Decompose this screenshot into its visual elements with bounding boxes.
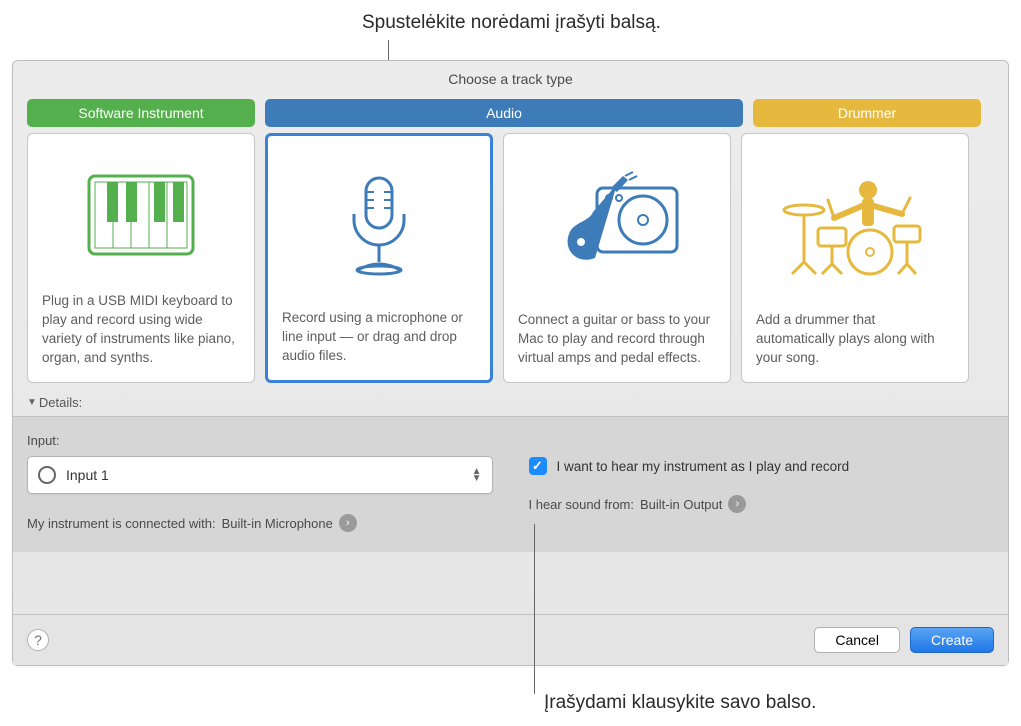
details-panel: Input: Input 1 ▲▼ My instrument is conne… (13, 416, 1008, 552)
tab-drummer[interactable]: Drummer (753, 99, 981, 127)
input-label: Input: (27, 433, 493, 448)
card-guitar-desc: Connect a guitar or bass to your Mac to … (518, 303, 716, 368)
keyboard-icon (42, 146, 240, 284)
input-connection-row[interactable]: My instrument is connected with: Built-i… (27, 514, 493, 532)
callout-bottom-line (534, 524, 535, 694)
input-column: Input: Input 1 ▲▼ My instrument is conne… (27, 433, 493, 532)
cards-row: Plug in a USB MIDI keyboard to play and … (13, 127, 1008, 383)
output-connection-row[interactable]: I hear sound from: Built-in Output › (529, 495, 995, 513)
card-drummer-desc: Add a drummer that automatically plays a… (756, 303, 954, 368)
monitor-checkbox-label: I want to hear my instrument as I play a… (557, 459, 850, 474)
arrow-right-icon: › (339, 514, 357, 532)
mono-ring-icon (38, 466, 56, 484)
monitor-checkbox[interactable]: ✓ (529, 457, 547, 475)
output-prefix: I hear sound from: (529, 497, 635, 512)
tab-software-instrument[interactable]: Software Instrument (27, 99, 255, 127)
input-select[interactable]: Input 1 ▲▼ (27, 456, 493, 494)
tab-audio[interactable]: Audio (265, 99, 743, 127)
help-button[interactable]: ? (27, 629, 49, 651)
input-value: Input 1 (66, 467, 109, 483)
card-audio-mic[interactable]: Record using a microphone or line input … (265, 133, 493, 383)
card-audio-guitar[interactable]: Connect a guitar or bass to your Mac to … (503, 133, 731, 383)
card-drummer[interactable]: Add a drummer that automatically plays a… (741, 133, 969, 383)
card-mic-desc: Record using a microphone or line input … (282, 301, 476, 366)
select-chevron-icon: ▲▼ (472, 468, 482, 482)
details-label: Details: (39, 395, 82, 410)
monitor-column: ✓ I want to hear my instrument as I play… (529, 433, 995, 532)
track-type-dialog: Choose a track type Software Instrument … (12, 60, 1009, 666)
callout-top-text: Spustelėkite norėdami įrašyti balsą. (362, 12, 661, 34)
input-connection-prefix: My instrument is connected with: (27, 516, 216, 531)
card-software-desc: Plug in a USB MIDI keyboard to play and … (42, 284, 240, 368)
card-software-instrument[interactable]: Plug in a USB MIDI keyboard to play and … (27, 133, 255, 383)
drummer-icon (756, 146, 954, 303)
tabs-row: Software Instrument Audio Drummer (13, 99, 1008, 127)
guitar-amp-icon (518, 146, 716, 303)
callout-bottom-text: Įrašydami klausykite savo balso. (544, 692, 816, 714)
monitor-checkbox-row[interactable]: ✓ I want to hear my instrument as I play… (529, 457, 995, 475)
output-value: Built-in Output (640, 497, 722, 512)
cancel-button[interactable]: Cancel (814, 627, 900, 653)
microphone-icon (282, 148, 476, 301)
dialog-title: Choose a track type (13, 61, 1008, 99)
create-button[interactable]: Create (910, 627, 994, 653)
input-connection-value: Built-in Microphone (222, 516, 333, 531)
details-toggle[interactable]: ▼ Details: (13, 383, 1008, 416)
chevron-down-icon: ▼ (27, 397, 37, 408)
arrow-right-icon: › (728, 495, 746, 513)
dialog-footer: ? Cancel Create (13, 614, 1008, 665)
